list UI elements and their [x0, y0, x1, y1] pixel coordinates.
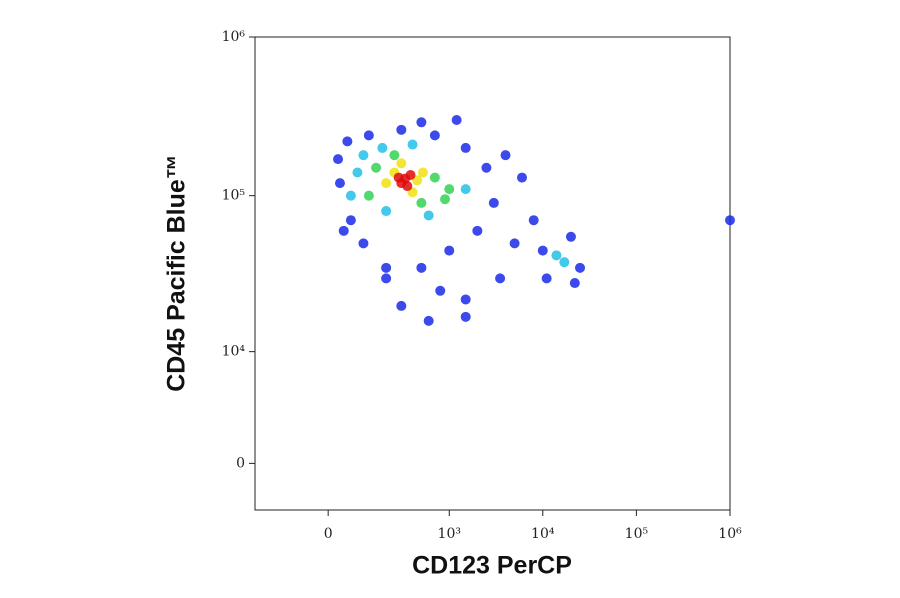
y-tick-label: 0 — [236, 455, 245, 471]
x-tick-label: 10³ — [438, 526, 461, 542]
event-dot — [429, 130, 440, 141]
event-dot — [393, 172, 404, 183]
event-dot — [460, 184, 471, 195]
event-dot — [396, 124, 407, 135]
event-dot — [725, 215, 735, 226]
x-tick-label: 0 — [324, 526, 333, 542]
event-dot — [509, 238, 520, 249]
event-dot — [352, 167, 363, 178]
event-dot — [342, 136, 353, 147]
event-dot — [423, 315, 434, 326]
event-dot — [363, 190, 374, 201]
event-dot — [575, 262, 586, 273]
event-dot — [345, 190, 356, 201]
event-dot — [338, 225, 349, 236]
y-axis-label: CD45 Pacific Blue™ — [163, 154, 191, 392]
event-dot — [381, 178, 392, 189]
y-tick-label: 10⁵ — [222, 188, 246, 204]
event-dot — [396, 158, 407, 169]
event-dot — [423, 210, 434, 221]
event-dot — [517, 172, 528, 183]
x-tick-label: 10⁶ — [718, 526, 742, 542]
event-dot — [417, 167, 428, 178]
event-dot — [541, 273, 552, 284]
event-dot — [444, 184, 455, 195]
event-dot — [460, 142, 471, 153]
event-dot — [333, 154, 344, 165]
event-dot — [460, 311, 471, 322]
event-dot — [334, 178, 345, 189]
event-dot — [481, 162, 492, 173]
event-dot — [381, 206, 392, 217]
event-dot — [551, 250, 562, 261]
event-dot — [416, 117, 427, 128]
event-dot — [440, 194, 451, 205]
event-dot — [472, 225, 483, 236]
event-dot — [537, 245, 548, 256]
event-dot — [363, 130, 374, 141]
event-dot — [389, 150, 400, 161]
event-dot — [407, 139, 418, 150]
event-dot — [381, 273, 392, 284]
event-dot — [358, 150, 369, 161]
event-dot — [444, 245, 455, 256]
event-dot — [460, 294, 471, 305]
event-dot — [495, 273, 506, 284]
event-dot — [405, 169, 416, 180]
event-dot — [345, 215, 356, 226]
x-tick-label: 10⁴ — [531, 526, 555, 542]
y-tick-label: 10⁶ — [222, 29, 246, 45]
y-tick-label: 10⁴ — [222, 344, 246, 360]
event-dot — [565, 231, 576, 242]
event-dot — [500, 150, 511, 161]
x-tick-label: 10⁵ — [625, 526, 649, 542]
event-dot — [396, 300, 407, 311]
event-dot — [416, 197, 427, 208]
event-dot — [402, 181, 413, 192]
plot-frame — [254, 36, 731, 511]
x-axis-label: CD123 PerCP — [412, 552, 572, 580]
event-dot — [381, 262, 392, 273]
event-dot — [429, 172, 440, 183]
event-dot — [488, 197, 499, 208]
event-dot — [416, 262, 427, 273]
event-dot — [358, 238, 369, 249]
event-dot — [528, 215, 539, 226]
event-dot — [371, 162, 382, 173]
event-dot — [569, 278, 580, 289]
event-dot — [559, 257, 570, 268]
event-dot — [435, 285, 446, 296]
event-dot — [451, 114, 462, 125]
event-dot — [377, 142, 388, 153]
event-dot — [412, 175, 423, 186]
